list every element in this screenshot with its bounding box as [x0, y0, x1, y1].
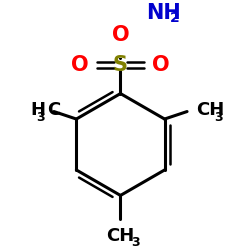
Text: 2: 2 — [170, 11, 180, 25]
Text: O: O — [112, 25, 129, 45]
Text: C: C — [47, 101, 60, 119]
Text: NH: NH — [146, 3, 181, 23]
Text: H: H — [30, 101, 45, 119]
Text: S: S — [113, 55, 128, 75]
Text: 3: 3 — [36, 111, 45, 124]
Text: CH: CH — [106, 227, 134, 245]
Text: O: O — [152, 55, 170, 75]
Text: O: O — [72, 55, 89, 75]
Text: 3: 3 — [131, 236, 140, 249]
Text: 3: 3 — [214, 111, 223, 124]
Text: CH: CH — [196, 101, 224, 119]
